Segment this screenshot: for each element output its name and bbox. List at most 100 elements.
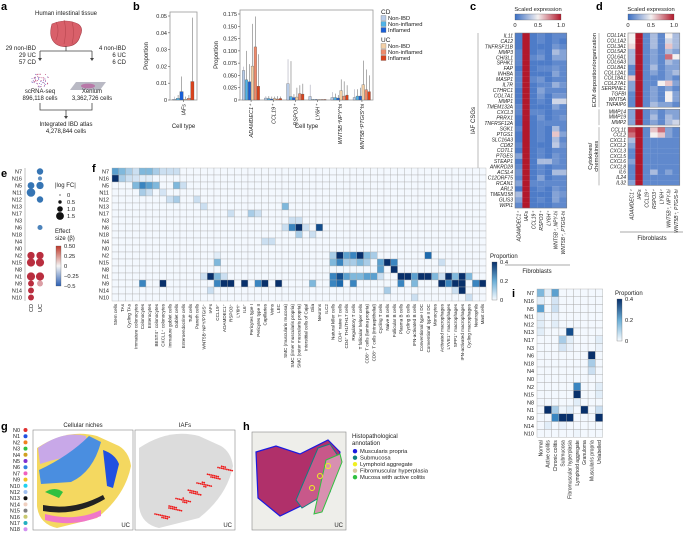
heatmap-cell [336, 181, 344, 190]
heatmap-cell [650, 153, 658, 159]
heatmap-cell [356, 230, 364, 239]
heatmap-cell [281, 265, 289, 274]
heatmap-cell [322, 202, 330, 211]
panel-f-heatmap: N7N16N5N11N12N13N17N3N6N18N4N0N2N15N8N1N… [99, 167, 518, 368]
heatmap-cell [438, 265, 446, 274]
heatmap-cell [515, 109, 523, 116]
heatmap-cell [552, 120, 560, 127]
heatmap-cell [173, 167, 181, 176]
heatmap-cell [465, 265, 473, 274]
heatmap-cell [552, 109, 560, 116]
niche-legend-label: N15 [10, 509, 20, 515]
heatmap-cell [186, 244, 194, 253]
heatmap-cell [558, 288, 567, 298]
heatmap-cell [635, 158, 643, 165]
heatmap-cell [417, 202, 425, 211]
heatmap-cell [451, 258, 459, 267]
heatmap-cell [566, 296, 574, 305]
heatmap-cell [529, 104, 538, 110]
heatmap-cell [268, 202, 276, 211]
cell-dot [43, 78, 45, 80]
heatmap-cell [275, 272, 283, 281]
heatmap-cell [363, 279, 371, 288]
heatmap-cell [390, 251, 398, 260]
heatmap-cell [247, 181, 255, 190]
heatmap-cell [657, 127, 666, 133]
heatmap-cell [411, 286, 419, 295]
color-legend-tick: −0.5 [64, 284, 75, 290]
heatmap-cell [383, 174, 391, 183]
legend-dot [352, 455, 358, 460]
column-label: Stem cells [113, 303, 118, 325]
bar-cd-non-ibd [352, 97, 356, 101]
heatmap-cell [431, 293, 439, 302]
niche-region [45, 510, 101, 524]
heatmap-cell [186, 272, 194, 281]
heatmap-cell [241, 237, 249, 246]
heatmap-cell [431, 237, 439, 246]
heatmap-cell [377, 216, 385, 225]
niche-legend-label: N4 [13, 453, 20, 459]
legend-title: Histopathological [352, 434, 398, 440]
heatmap-cell [336, 237, 344, 246]
heatmap-cell [132, 258, 140, 267]
heatmap-frame [627, 32, 681, 108]
heatmap-cell [650, 75, 658, 81]
heatmap-cell [302, 223, 310, 232]
colorbar [491, 261, 498, 301]
heatmap-cell [650, 180, 658, 186]
heatmap-cell [587, 327, 596, 337]
heatmap-cell [329, 195, 337, 204]
heatmap-cell [635, 43, 643, 49]
heatmap-cell [275, 230, 283, 239]
heatmap-cell [383, 251, 391, 260]
heatmap-cell [295, 286, 303, 295]
heatmap-cell [657, 153, 666, 159]
heatmap-cell [628, 64, 636, 71]
gene-label: TNFRSF12A [484, 121, 513, 127]
heatmap-cell [642, 109, 651, 115]
heatmap-cell [445, 286, 453, 295]
heatmap-cell [650, 96, 658, 102]
heatmap-cell [417, 293, 425, 302]
heatmap-cell [411, 244, 419, 253]
heatmap-cell [522, 131, 530, 138]
heatmap-cell [566, 320, 574, 329]
heatmap-cell [451, 265, 459, 274]
row-label: N0 [527, 377, 534, 383]
heatmap-cell [445, 174, 453, 183]
heatmap-cell [438, 272, 446, 281]
heatmap-cell [207, 223, 215, 232]
heatmap-cell [254, 286, 262, 295]
heatmap-cell [424, 265, 432, 274]
size-legend-dot [56, 212, 64, 220]
heatmap-cell [125, 279, 133, 288]
size-legend-dot [59, 194, 61, 196]
heatmap-cell [227, 230, 235, 239]
heatmap-cell [383, 265, 391, 274]
iaf-cell [182, 499, 185, 501]
heatmap-cell [268, 265, 276, 274]
heatmap-cell [173, 181, 181, 190]
heatmap-cell [580, 421, 589, 430]
heatmap-cell [536, 374, 545, 383]
heatmap-cell [544, 65, 553, 72]
heatmap-cell [544, 60, 553, 66]
heatmap-cell [411, 195, 419, 204]
iaf-cell [168, 507, 170, 509]
heatmap-cell [166, 174, 174, 183]
heatmap-cell [458, 188, 466, 197]
row-label: N10 [99, 296, 109, 302]
heatmap-cell [254, 209, 262, 218]
row-label: N13 [524, 330, 534, 336]
heatmap-cell [111, 237, 119, 246]
heatmap-cell [672, 137, 680, 144]
heatmap-cell [424, 209, 432, 218]
heatmap-cell [642, 80, 651, 87]
heatmap-cell [349, 293, 357, 302]
heatmap-cell [411, 251, 419, 260]
heatmap-cell [544, 76, 553, 83]
iaf-cell [197, 493, 200, 496]
heatmap-cell [118, 237, 126, 246]
heatmap-cell [370, 293, 378, 302]
